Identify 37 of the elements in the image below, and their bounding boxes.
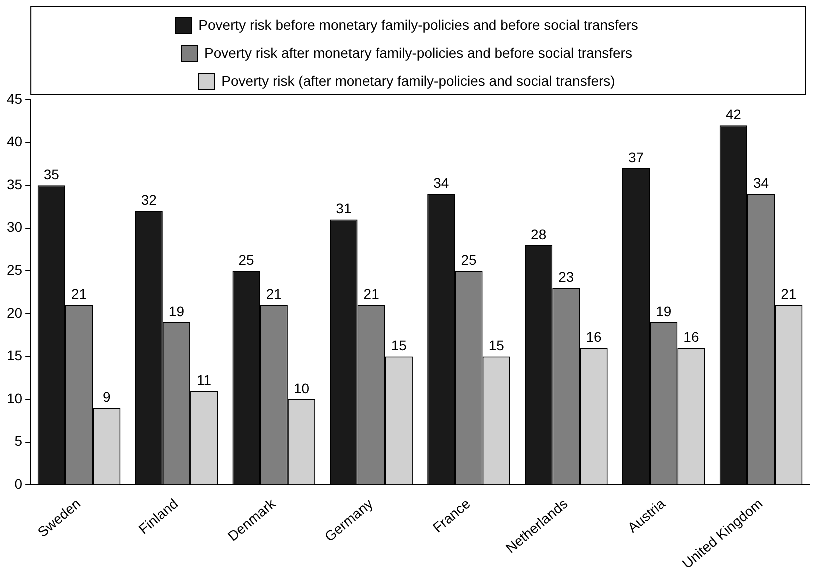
y-tick-label: 25 [6,262,23,278]
data-label: 11 [197,372,212,388]
data-label: 16 [684,329,700,346]
y-tick-label: 0 [14,476,23,492]
data-label: 21 [781,286,797,302]
y-tick-label: 30 [6,219,23,236]
y-tick-label: 35 [6,176,23,192]
data-label: 23 [558,269,574,286]
data-label: 21 [71,286,88,302]
y-tick-label: 15 [6,348,23,364]
data-label: 25 [461,252,477,268]
data-label: 28 [531,226,547,242]
data-label: 9 [102,388,111,405]
data-label: 19 [656,303,672,320]
data-label: 35 [44,166,60,182]
legend-label: Poverty risk before monetary family-policies and before social transfers [198,16,638,33]
y-tick-label: 10 [6,390,23,406]
data-label: 31 [336,200,352,217]
y-tick-label: 5 [14,433,23,450]
data-label: 15 [391,338,408,354]
y-tick-label: 40 [6,134,23,150]
y-tick-label: 20 [6,304,23,321]
data-label: 21 [266,286,282,302]
legend-label: Poverty risk (after monetary family-policies and social transfers) [222,72,616,89]
data-label: 37 [628,149,644,166]
data-label: 34 [434,174,450,191]
data-label: 25 [238,252,255,268]
data-label: 15 [488,338,505,354]
data-label: 32 [141,192,158,208]
data-label: 16 [586,329,602,346]
data-label: 42 [726,106,742,123]
data-label: 10 [294,380,310,396]
y-tick-label: 45 [6,90,23,107]
data-label: 34 [753,174,770,191]
legend-label: Poverty risk after monetary family-policies and before social transfers [204,44,632,61]
data-label: 21 [364,286,380,302]
data-label: 19 [168,303,185,320]
